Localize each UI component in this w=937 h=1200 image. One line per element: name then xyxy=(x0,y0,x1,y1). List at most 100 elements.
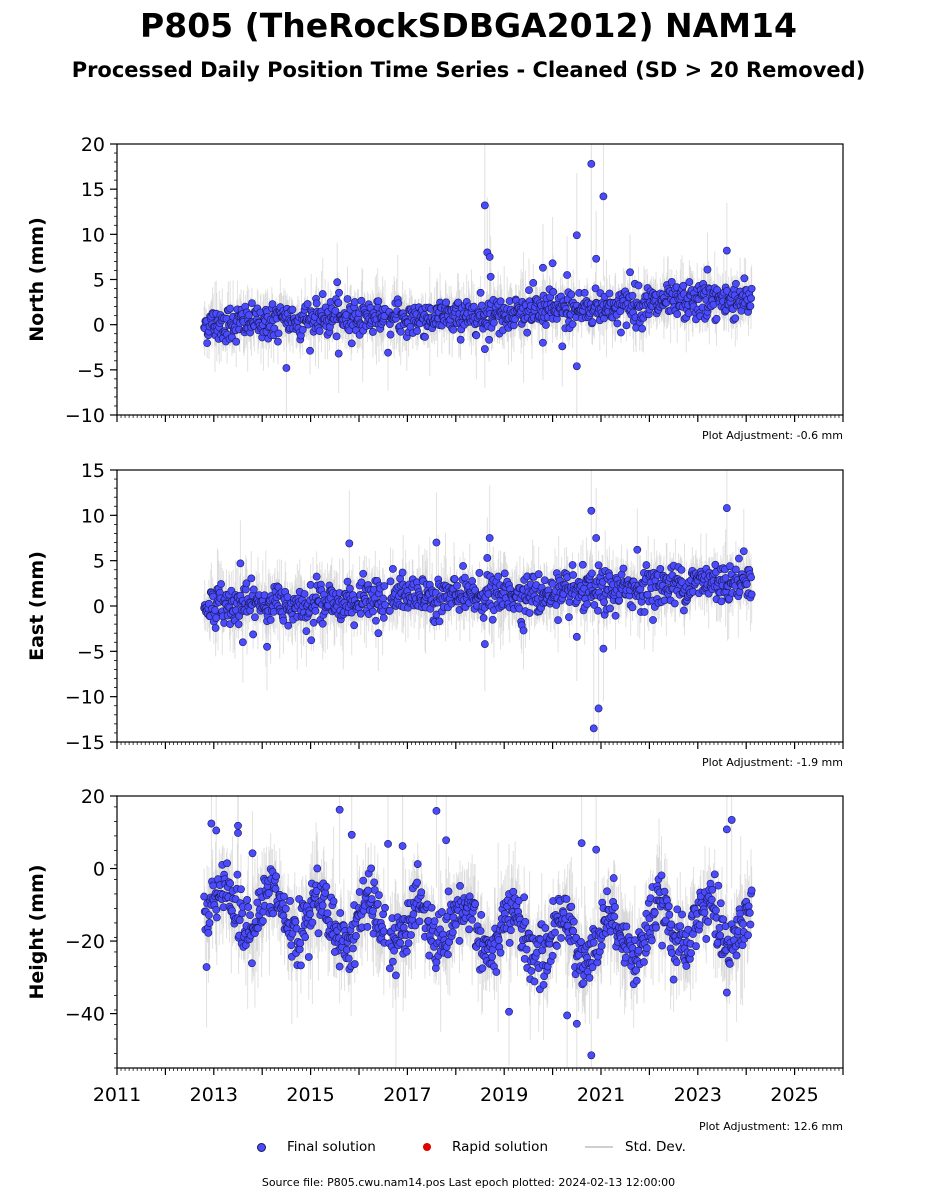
data-point xyxy=(667,277,676,286)
data-point xyxy=(712,314,721,323)
plot-area-north xyxy=(200,144,756,415)
data-point xyxy=(300,590,309,598)
plot-area-east xyxy=(200,470,756,742)
data-point xyxy=(413,327,421,335)
data-point xyxy=(303,300,312,308)
data-point xyxy=(248,299,256,308)
data-point xyxy=(485,335,493,344)
data-point xyxy=(523,328,532,337)
data-point xyxy=(592,534,601,542)
data-point xyxy=(203,339,212,348)
data-point xyxy=(549,288,558,296)
data-point xyxy=(332,332,341,341)
data-point xyxy=(345,539,354,548)
data-point xyxy=(249,585,258,594)
y-tick-label: −5 xyxy=(77,360,105,382)
data-point xyxy=(677,565,686,574)
data-point xyxy=(306,346,314,355)
data-point xyxy=(640,608,649,616)
data-point xyxy=(747,573,755,582)
data-point xyxy=(472,331,481,340)
data-point xyxy=(381,600,389,609)
data-point xyxy=(592,254,601,263)
data-point xyxy=(619,564,628,573)
plot-adjustment-note: Plot Adjustment: -1.9 mm xyxy=(702,756,843,769)
data-point xyxy=(558,342,567,351)
data-point xyxy=(357,578,366,587)
data-point xyxy=(622,321,631,330)
y-tick-label: 10 xyxy=(81,224,105,246)
data-point xyxy=(266,615,275,624)
data-point xyxy=(378,607,387,616)
data-point xyxy=(372,616,380,625)
plot-adjustment-note: Plot Adjustment: -0.6 mm xyxy=(702,429,843,442)
data-point xyxy=(684,309,693,318)
data-point xyxy=(311,607,320,615)
data-point xyxy=(599,192,608,201)
data-point xyxy=(643,590,652,599)
data-point xyxy=(483,554,492,562)
data-point xyxy=(670,599,679,608)
data-point xyxy=(721,574,730,582)
data-point xyxy=(611,611,620,620)
data-point xyxy=(628,291,637,300)
data-point xyxy=(747,284,756,293)
data-point xyxy=(426,604,435,613)
y-axis-label: East (mm) xyxy=(26,551,48,661)
data-point xyxy=(385,606,394,615)
data-point xyxy=(490,318,498,327)
data-point xyxy=(374,629,383,638)
data-point xyxy=(649,616,657,624)
y-tick-label: 15 xyxy=(81,460,105,482)
data-point xyxy=(525,609,534,617)
data-point xyxy=(496,297,505,306)
data-point xyxy=(456,335,465,344)
data-point xyxy=(725,562,734,571)
data-point xyxy=(587,506,596,515)
data-point xyxy=(589,724,598,733)
data-point xyxy=(234,620,243,629)
data-point xyxy=(307,636,316,645)
page-subtitle: Processed Daily Position Time Series - C… xyxy=(71,58,866,82)
data-point xyxy=(519,626,528,635)
data-point xyxy=(717,597,726,606)
data-point xyxy=(346,584,354,593)
data-point xyxy=(703,265,712,274)
data-point xyxy=(486,272,495,281)
data-point xyxy=(386,330,395,339)
data-point xyxy=(746,302,755,310)
data-point xyxy=(268,300,277,309)
y-tick-label: −10 xyxy=(65,687,105,709)
data-point xyxy=(578,560,587,569)
data-point xyxy=(343,295,352,303)
data-point xyxy=(599,644,608,653)
data-point xyxy=(334,298,343,307)
data-point xyxy=(628,603,637,612)
data-point xyxy=(347,339,356,348)
data-point xyxy=(485,253,494,261)
data-point xyxy=(679,606,688,615)
chart-panel-north: −10 −5 0 5 10 15 20 North (mm) Plot Adjustment: … xyxy=(26,134,844,442)
data-point xyxy=(232,337,241,346)
data-point xyxy=(274,329,283,338)
data-point xyxy=(747,590,756,599)
data-point xyxy=(633,545,642,554)
data-point xyxy=(374,297,383,306)
data-point xyxy=(384,348,392,357)
data-point xyxy=(685,278,694,286)
data-point xyxy=(357,296,366,305)
data-point xyxy=(318,619,327,628)
data-point xyxy=(480,201,489,210)
data-point xyxy=(238,638,247,647)
data-point xyxy=(282,364,291,372)
data-point xyxy=(247,574,256,583)
data-point xyxy=(731,314,740,323)
data-point xyxy=(594,561,603,570)
y-tick-label: 20 xyxy=(81,134,105,156)
data-point xyxy=(656,565,665,573)
data-point xyxy=(479,614,488,622)
data-point xyxy=(534,570,543,579)
y-tick-label: 0 xyxy=(93,596,105,618)
data-point xyxy=(735,554,743,563)
